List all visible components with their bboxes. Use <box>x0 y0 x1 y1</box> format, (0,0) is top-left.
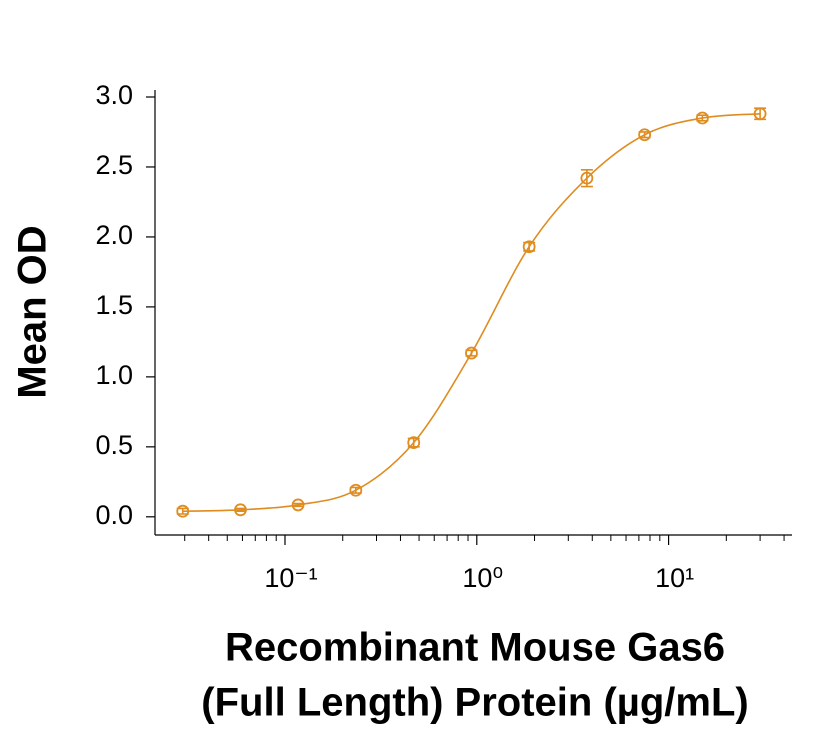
error-bar <box>234 507 247 513</box>
y-tick-label: 0.0 <box>95 500 133 530</box>
data-point <box>291 498 305 512</box>
x-tick-label: 10¹ <box>655 563 694 593</box>
y-axis-title: Mean OD <box>11 225 55 398</box>
data-point <box>349 483 363 497</box>
data-point <box>465 346 478 360</box>
data-point <box>580 171 594 185</box>
x-tick-label: 10⁻¹ <box>264 563 317 593</box>
data-point <box>407 436 421 450</box>
data-point <box>638 128 652 142</box>
x-axis-title: (Full Length) Protein (µg/mL) <box>201 681 748 725</box>
y-tick-label: 1.0 <box>95 360 133 390</box>
x-tick-label: 10⁰ <box>462 563 503 593</box>
data-point <box>695 111 709 125</box>
data-point <box>522 240 536 254</box>
y-tick-label: 0.5 <box>95 430 133 460</box>
fit-curve <box>182 112 761 513</box>
y-tick-label: 3.0 <box>95 80 133 110</box>
x-axis-title: Recombinant Mouse Gas6 <box>225 626 725 670</box>
y-tick-label: 1.5 <box>95 290 133 320</box>
data-point <box>753 107 767 121</box>
data-point <box>234 503 247 517</box>
y-tick-label: 2.0 <box>95 220 133 250</box>
y-tick-label: 2.5 <box>95 150 133 180</box>
error-bar <box>292 502 305 508</box>
data-point <box>176 504 190 518</box>
